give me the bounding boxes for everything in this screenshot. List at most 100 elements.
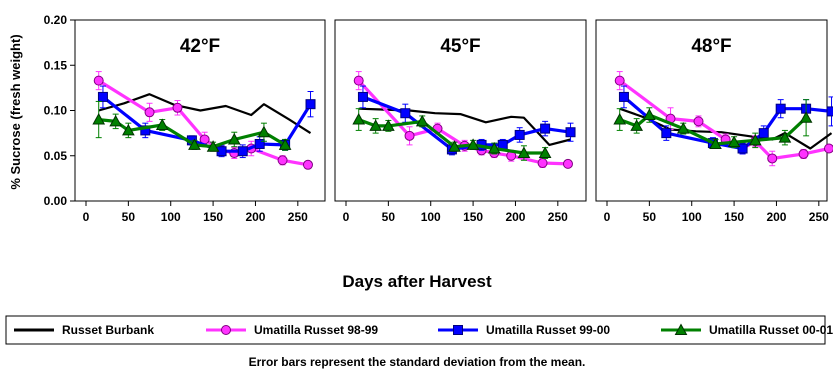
data-point-circle: [693, 116, 704, 127]
data-point-square: [775, 103, 786, 114]
panel-42f: 0.00 0.05 0.10 0.15 0.20 0 50 100 150 200 250 42°F: [44, 13, 326, 224]
panel-title: 48°F: [691, 36, 731, 57]
data-point-triangle: [487, 141, 501, 154]
panel-48f: 0 50 100 150 200 250 48°F: [595, 19, 833, 224]
data-point-circle: [144, 107, 155, 118]
data-point-triangle: [799, 111, 813, 123]
data-point-square: [618, 91, 629, 102]
y-tick-label: 0.15: [44, 58, 68, 72]
data-point-triangle: [709, 137, 722, 149]
panel-45f: 0 50 100 150 200 250 45°F: [334, 19, 587, 224]
panel-title: 45°F: [440, 36, 480, 57]
legend-marker-circle: [221, 325, 231, 335]
y-axis-label: % Sucrose (fresh weight): [8, 34, 23, 189]
x-tick-label: 0: [343, 210, 350, 224]
y-tick-label: 0.10: [44, 104, 68, 118]
x-tick-label: 250: [809, 210, 829, 224]
x-tick-label: 150: [463, 210, 483, 224]
x-tick-label: 200: [766, 210, 786, 224]
x-tick-label: 250: [548, 210, 568, 224]
data-point-triangle: [517, 146, 531, 159]
legend-label: Umatilla Russet 00-01: [709, 323, 833, 337]
legend-label: Umatilla Russet 98-99: [254, 323, 378, 337]
data-point-triangle: [676, 122, 690, 134]
data-point-circle: [798, 148, 809, 159]
data-point-circle: [302, 159, 313, 170]
data-point-triangle: [188, 138, 201, 150]
data-point-triangle: [538, 146, 552, 159]
data-point-circle: [614, 75, 625, 86]
data-point-square: [237, 146, 248, 157]
series-line: [98, 93, 312, 135]
data-point-circle: [172, 102, 183, 113]
data-point-square: [140, 125, 151, 136]
data-point-circle: [404, 130, 415, 141]
data-point-square: [357, 91, 368, 102]
x-tick-label: 250: [288, 210, 308, 224]
x-tick-label: 100: [421, 210, 441, 224]
data-point-square: [737, 143, 748, 154]
data-point-square: [661, 128, 672, 139]
data-point-triangle: [109, 114, 123, 127]
y-tick-label: 0.20: [44, 13, 68, 27]
data-point-triangle: [227, 132, 241, 145]
data-point-triangle: [748, 133, 762, 146]
panel-title: 42°F: [180, 36, 220, 57]
plot-frame: [334, 19, 587, 202]
legend-label: Russet Burbank: [62, 323, 154, 337]
data-point-circle: [823, 143, 833, 154]
legend: Russet Burbank Umatilla Russet 98-99 Umati…: [5, 315, 833, 345]
data-point-square: [826, 106, 833, 117]
data-point-square: [514, 129, 525, 140]
data-point-triangle: [466, 138, 480, 150]
series-line: [619, 107, 833, 150]
data-point-triangle: [155, 118, 169, 130]
data-point-triangle: [122, 123, 135, 136]
data-point-square: [565, 127, 576, 138]
legend-marker-square: [453, 325, 463, 335]
data-point-triangle: [352, 113, 366, 125]
x-tick-label: 200: [505, 210, 525, 224]
legend-marker-triangle: [674, 323, 688, 335]
data-point-square: [400, 108, 411, 119]
data-point-triangle: [92, 113, 106, 125]
data-point-circle: [277, 155, 288, 166]
plot-frame: [595, 19, 828, 202]
x-tick-label: 0: [604, 210, 611, 224]
data-point-circle: [562, 158, 573, 169]
x-tick-label: 200: [245, 210, 265, 224]
x-tick-label: 0: [83, 210, 90, 224]
data-point-triangle: [278, 138, 292, 150]
x-tick-label: 100: [161, 210, 181, 224]
data-point-square: [758, 128, 769, 139]
x-tick-label: 150: [203, 210, 223, 224]
data-point-triangle: [257, 125, 271, 138]
data-point-triangle: [643, 108, 656, 121]
data-point-triangle: [369, 119, 383, 131]
data-point-triangle: [778, 131, 792, 143]
data-point-circle: [767, 153, 778, 164]
data-point-triangle: [613, 113, 627, 125]
data-point-square: [254, 138, 265, 149]
footnote: Error bars represent the standard deviat…: [249, 355, 586, 369]
x-tick-label: 50: [382, 210, 396, 224]
x-tick-label: 150: [724, 210, 744, 224]
data-point-triangle: [415, 114, 429, 127]
data-point-triangle: [630, 119, 644, 131]
y-tick-label: 0.00: [44, 194, 68, 208]
data-point-triangle: [727, 135, 741, 148]
data-point-circle: [353, 75, 364, 86]
x-axis-label: Days after Harvest: [342, 272, 492, 291]
data-point-triangle: [382, 119, 395, 131]
legend-label: Umatilla Russet 99-00: [486, 323, 610, 337]
data-point-triangle: [448, 140, 461, 152]
data-point-circle: [93, 75, 104, 86]
data-point-square: [540, 123, 551, 134]
y-tick-label: 0.05: [44, 149, 68, 163]
x-tick-label: 100: [682, 210, 702, 224]
x-tick-label: 50: [643, 210, 657, 224]
x-tick-label: 50: [122, 210, 136, 224]
data-point-circle: [537, 157, 548, 168]
data-point-square: [97, 91, 108, 102]
